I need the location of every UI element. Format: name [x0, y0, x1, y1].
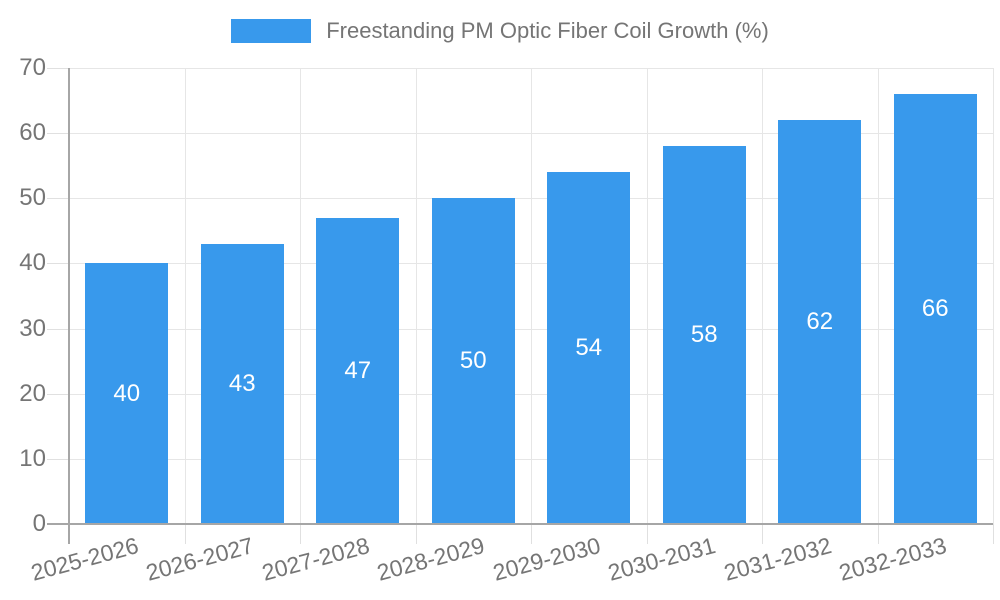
bar-2028-2029[interactable]: [431, 198, 515, 523]
y-tick-mark: [47, 328, 69, 330]
x-tick-mark: [531, 524, 532, 544]
gridline-vertical: [531, 68, 532, 524]
y-axis-label-30: 30: [19, 314, 46, 342]
y-axis-label-40: 40: [19, 249, 46, 277]
bar-2025-2026[interactable]: [85, 263, 169, 523]
bar-value-label: 50: [459, 347, 487, 375]
bar-2029-2030[interactable]: [547, 172, 631, 523]
legend-swatch: [231, 19, 312, 43]
x-tick-mark: [646, 524, 648, 544]
bar-2026-2027[interactable]: [200, 243, 284, 523]
gridline-vertical: [877, 68, 879, 524]
y-axis-label-20: 20: [19, 379, 46, 407]
x-tick-mark: [993, 524, 994, 544]
y-tick-mark: [47, 458, 69, 460]
x-tick-mark: [300, 524, 301, 544]
x-tick-mark: [184, 524, 186, 544]
gridline-vertical: [646, 68, 648, 524]
gridline-vertical: [993, 68, 994, 524]
x-tick-mark: [415, 524, 417, 544]
bar-value-label: 62: [806, 308, 834, 336]
y-axis-label-0: 0: [32, 510, 46, 537]
y-axis-label-10: 10: [19, 444, 46, 472]
bar-value-label: 58: [690, 321, 718, 349]
chart-legend: Freestanding PM Optic Fiber Coil Growth …: [0, 18, 1000, 44]
y-tick-mark: [47, 263, 69, 265]
y-tick-mark: [47, 133, 69, 135]
bar-2027-2028[interactable]: [316, 217, 400, 523]
y-axis-line: [68, 68, 70, 544]
y-axis-label-60: 60: [19, 119, 46, 147]
y-tick-mark: [47, 68, 69, 69]
gridline-vertical: [184, 68, 186, 524]
bar-value-label: 43: [228, 369, 256, 397]
x-tick-mark: [877, 524, 879, 544]
legend-label: Freestanding PM Optic Fiber Coil Growth …: [326, 18, 769, 43]
bar-value-label: 40: [113, 379, 141, 407]
bar-value-label: 54: [575, 334, 603, 362]
bar-value-label: 47: [344, 356, 372, 384]
x-axis-baseline: [47, 523, 993, 525]
x-tick-mark: [762, 524, 763, 544]
y-axis-label-70: 70: [19, 54, 46, 81]
gridline-vertical: [300, 68, 301, 524]
bar-value-label: 66: [921, 295, 949, 323]
gridline-vertical: [415, 68, 417, 524]
y-tick-mark: [47, 198, 69, 200]
gridline-vertical: [762, 68, 763, 524]
y-axis-label-50: 50: [19, 184, 46, 212]
bar-2032-2033[interactable]: [893, 94, 977, 523]
y-tick-mark: [47, 393, 69, 395]
bar-2031-2032[interactable]: [778, 120, 862, 523]
bar-2030-2031[interactable]: [662, 146, 746, 523]
